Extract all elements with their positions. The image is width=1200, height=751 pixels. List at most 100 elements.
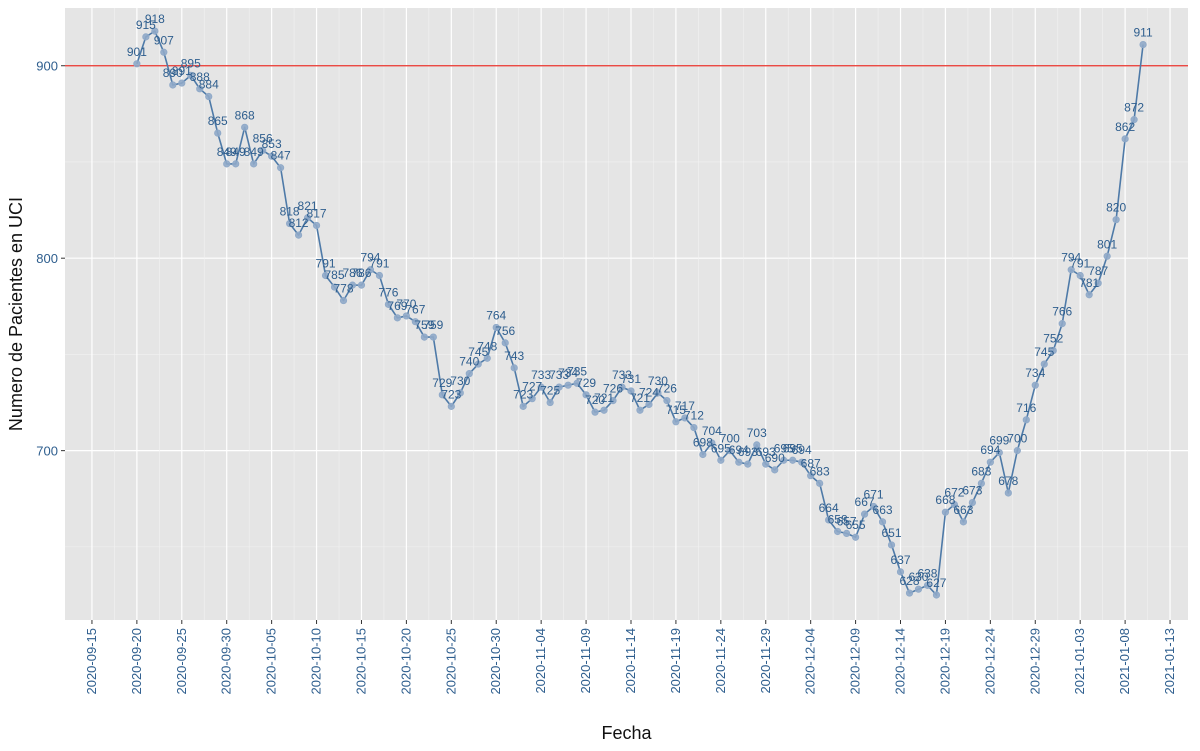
data-point	[151, 27, 159, 35]
data-label: 764	[486, 308, 506, 322]
data-point	[977, 479, 985, 487]
data-label: 721	[594, 391, 614, 405]
data-label: 651	[882, 526, 902, 540]
data-label: 812	[289, 216, 309, 230]
data-point	[1058, 320, 1066, 328]
data-label: 734	[1025, 366, 1045, 380]
data-point	[205, 92, 213, 101]
data-label: 687	[801, 457, 821, 471]
data-label: 865	[208, 114, 228, 128]
x-tick-label: 2020-09-25	[174, 628, 189, 695]
data-label: 735	[567, 364, 587, 378]
data-label: 745	[1034, 345, 1054, 359]
data-point	[187, 71, 195, 79]
data-point	[932, 591, 941, 599]
x-tick-label: 2020-12-29	[1027, 628, 1042, 695]
x-tick-label: 2020-11-24	[713, 628, 728, 694]
data-label: 820	[1106, 201, 1126, 215]
data-point	[312, 221, 321, 230]
series-group	[133, 27, 1147, 599]
data-point	[268, 152, 276, 160]
data-label: 734	[558, 366, 578, 380]
x-tick-label: 2021-01-03	[1072, 628, 1087, 695]
x-tick-label: 2020-10-15	[353, 628, 368, 695]
data-label: 695	[783, 441, 803, 455]
data-label: 729	[432, 376, 452, 390]
data-label: 694	[729, 443, 749, 457]
data-label: 759	[423, 318, 443, 332]
data-point	[1094, 279, 1102, 287]
data-label: 712	[684, 409, 704, 423]
data-point	[133, 60, 141, 68]
data-point	[591, 408, 599, 416]
data-label: 890	[163, 66, 183, 80]
data-point	[672, 418, 680, 426]
data-point	[474, 360, 482, 368]
data-point	[384, 300, 393, 308]
data-label: 817	[307, 206, 327, 220]
y-tick-label: 800	[36, 251, 58, 266]
data-label: 791	[369, 257, 389, 271]
data-labels-group: 9019159189078908918958888848658498498688…	[127, 12, 1153, 590]
data-point	[834, 527, 842, 536]
data-label: 821	[298, 199, 318, 213]
data-point	[303, 214, 312, 222]
data-point	[600, 406, 608, 414]
data-point	[950, 500, 959, 509]
data-point	[995, 448, 1003, 457]
data-point	[178, 79, 186, 87]
data-label: 769	[387, 299, 407, 313]
data-label: 915	[136, 18, 156, 32]
x-tick-label: 2020-11-19	[668, 628, 683, 694]
data-point	[923, 581, 932, 589]
data-label: 847	[271, 149, 291, 163]
data-label: 723	[441, 387, 461, 401]
data-label: 884	[199, 78, 219, 92]
data-point	[241, 123, 249, 131]
data-label: 785	[325, 268, 345, 282]
data-point	[564, 381, 572, 389]
data-point	[1049, 346, 1057, 355]
data-point	[690, 423, 698, 432]
data-point	[609, 397, 617, 405]
data-label: 717	[675, 399, 695, 413]
data-label: 745	[468, 345, 488, 359]
data-point	[573, 379, 581, 387]
data-label: 767	[405, 303, 425, 317]
data-label: 638	[917, 566, 937, 580]
data-label: 862	[1115, 120, 1135, 134]
data-point	[214, 129, 222, 137]
plot-panel	[65, 8, 1188, 620]
data-point	[663, 397, 671, 405]
x-tick-label: 2020-11-29	[758, 628, 773, 694]
data-label: 721	[630, 391, 650, 405]
data-point	[1022, 416, 1030, 424]
data-label: 695	[774, 441, 794, 455]
data-point	[1085, 291, 1093, 299]
data-label: 776	[378, 285, 398, 299]
data-label: 730	[450, 374, 470, 388]
data-point	[501, 339, 509, 347]
data-point	[780, 456, 788, 464]
data-point	[986, 458, 994, 466]
data-label: 794	[1061, 251, 1081, 265]
data-point	[753, 441, 761, 449]
data-label: 756	[495, 324, 515, 338]
data-label: 849	[217, 145, 237, 159]
data-point	[708, 439, 716, 447]
x-axis-title: Fecha	[601, 723, 652, 743]
y-tick-label: 700	[36, 444, 58, 459]
data-point	[762, 460, 770, 468]
data-point	[825, 516, 833, 524]
data-label: 787	[1088, 264, 1108, 278]
data-label: 733	[612, 368, 632, 382]
data-point	[618, 383, 626, 391]
data-label: 888	[190, 70, 210, 84]
data-label: 704	[702, 424, 722, 438]
data-point	[537, 383, 545, 391]
data-label: 730	[648, 374, 668, 388]
data-label: 699	[989, 434, 1009, 448]
data-point	[789, 456, 797, 464]
data-label: 657	[837, 514, 857, 528]
data-label: 627	[926, 576, 946, 590]
